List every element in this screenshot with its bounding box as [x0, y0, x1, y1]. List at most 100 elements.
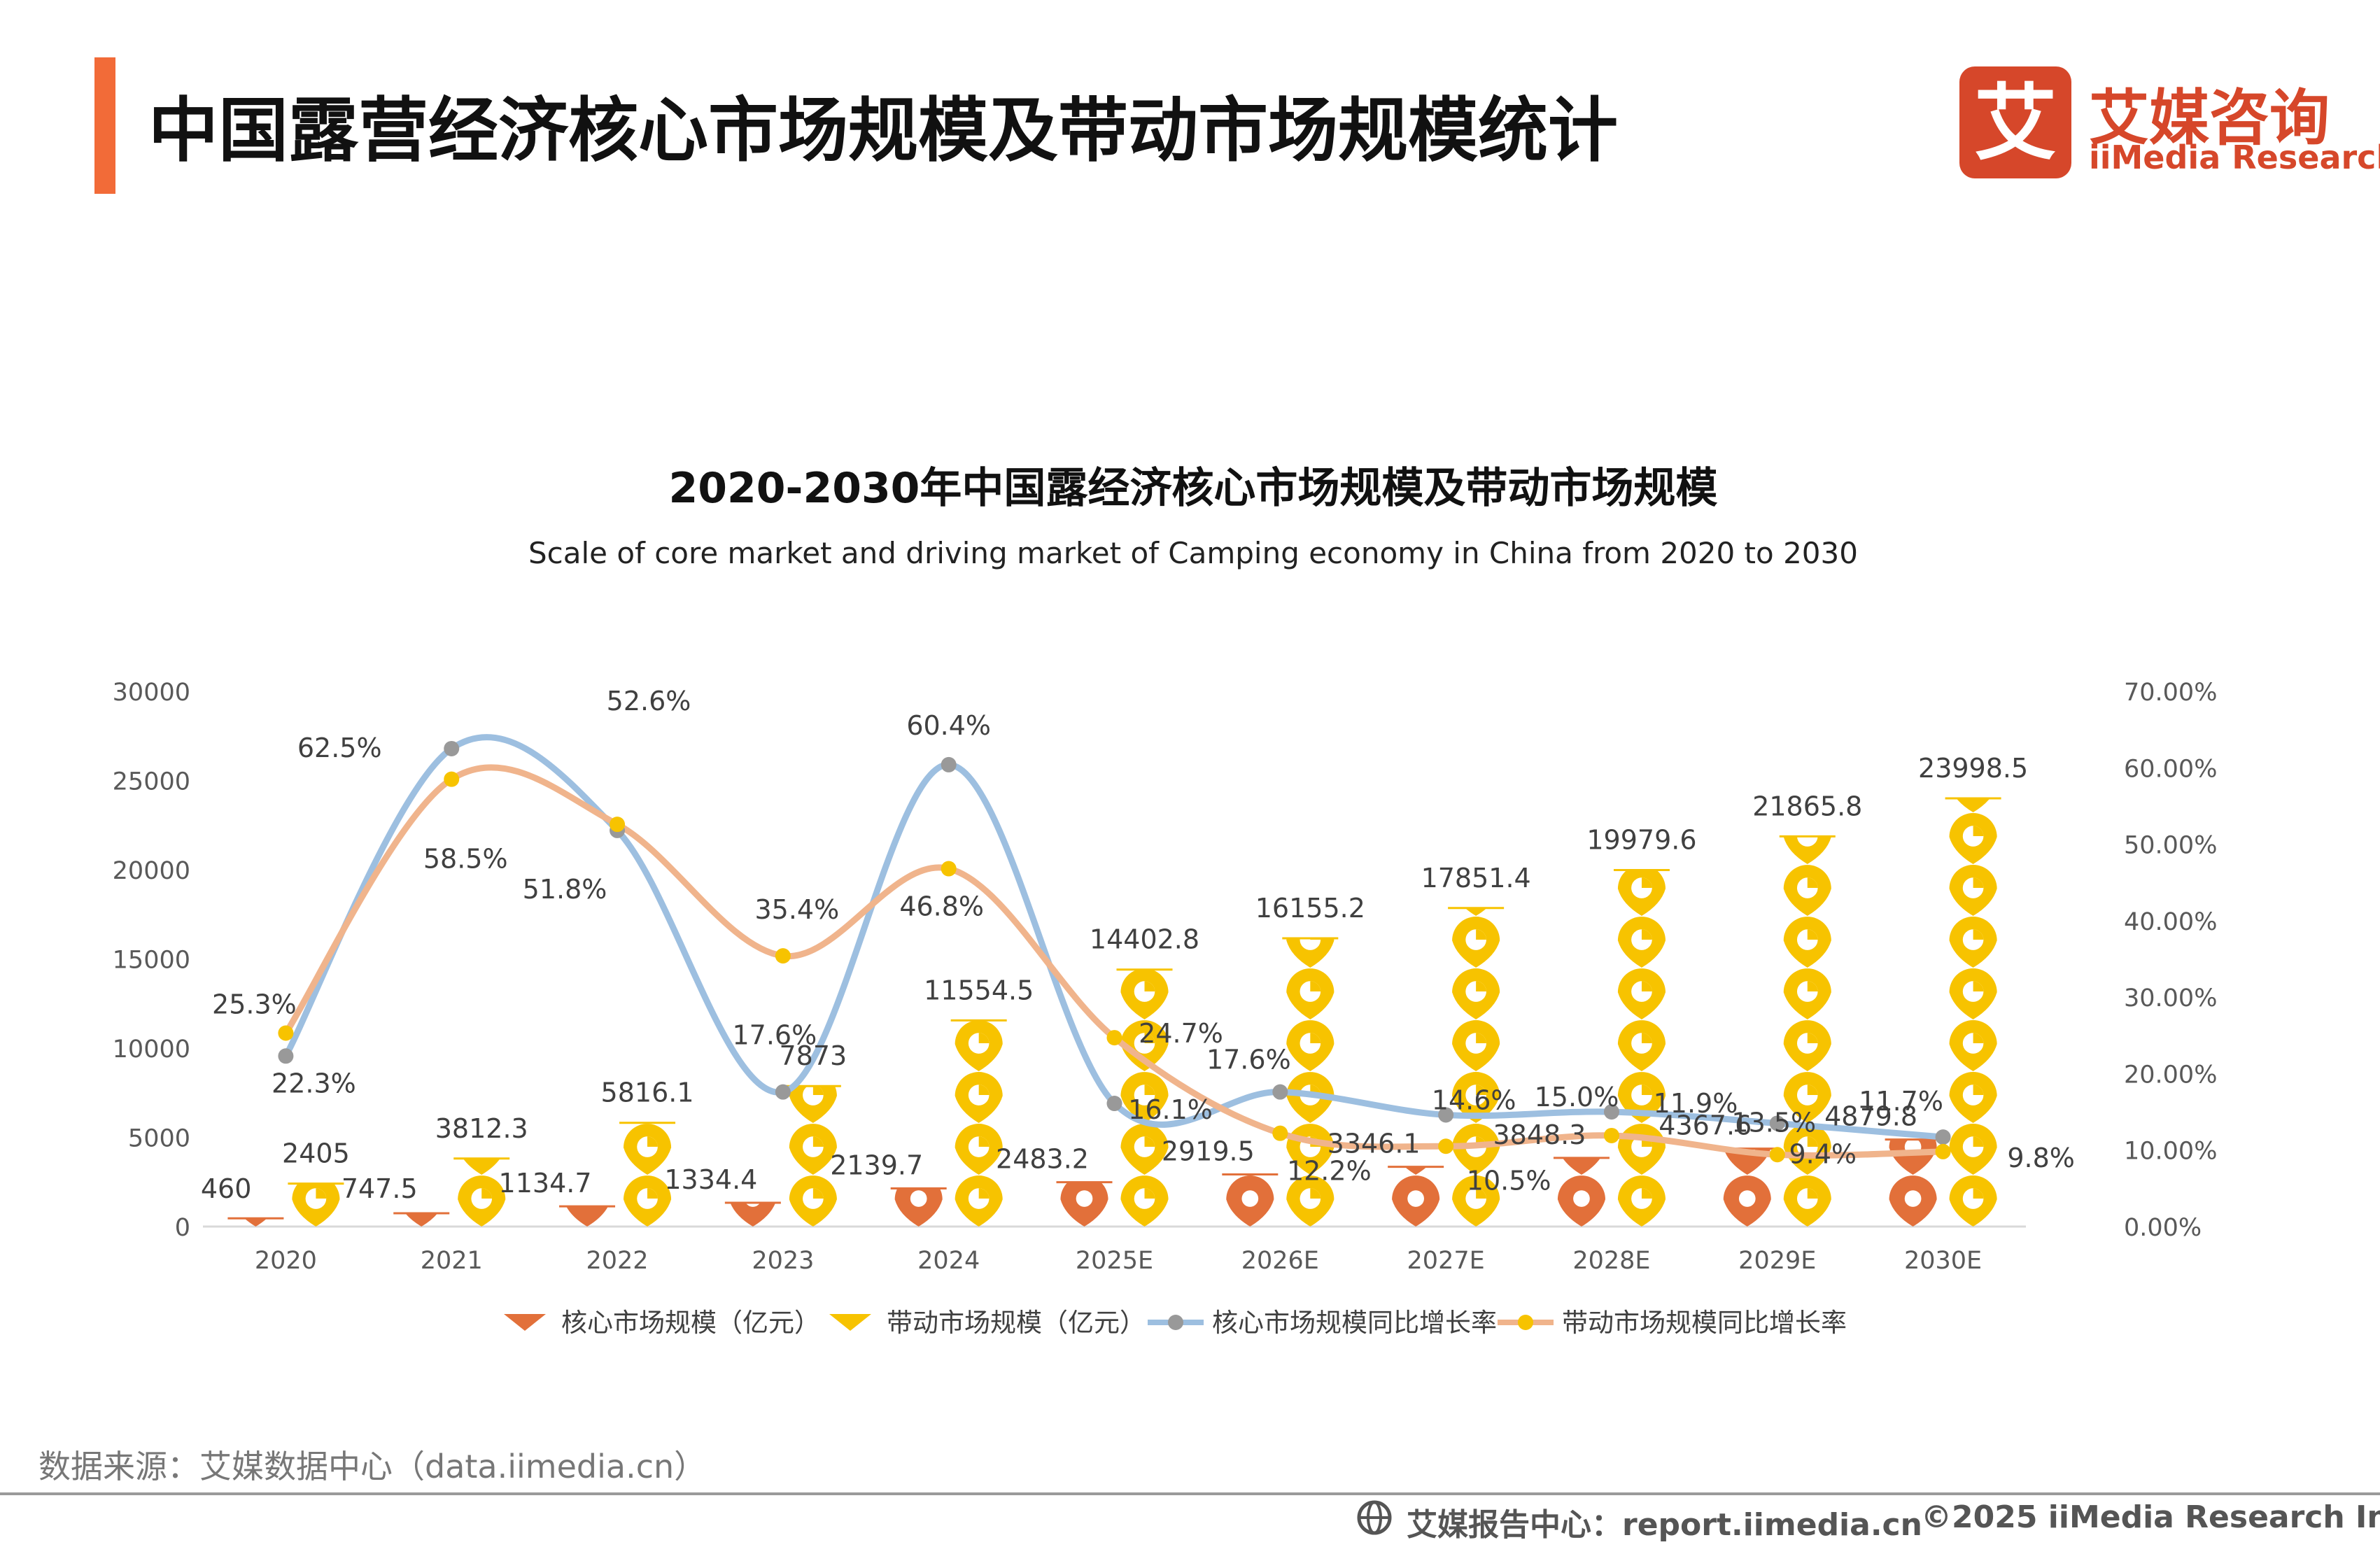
driving-bar-icon-wedge [1973, 1085, 1984, 1096]
driving-bar-icon-wedge [1807, 1188, 1818, 1199]
core-rate-label: 16.1% [1128, 1094, 1213, 1125]
driving-rate-point [1935, 1143, 1951, 1159]
driving-bar-icon-wedge [1476, 826, 1486, 836]
core-bar-icon-dot [1076, 1190, 1093, 1207]
driving-bar [1779, 774, 1836, 1227]
driving-bar-icon-wedge [1808, 826, 1818, 836]
footer-report-link[interactable]: 艾媒报告中心：report.iimedia.cn [1407, 1507, 1922, 1543]
driving-bar-icon-wedge [1641, 1085, 1652, 1096]
x-tick-label: 2028E [1572, 1247, 1650, 1275]
driving-rate-point [278, 1025, 294, 1041]
driving-rate-label: 24.7% [1139, 1018, 1223, 1049]
core-bar-value-label: 4879.8 [1824, 1101, 1917, 1132]
title-accent-bar [94, 57, 115, 194]
driving-rate-label: 10.5% [1467, 1165, 1551, 1196]
legend-core-bar-label: 核心市场规模（亿元） [561, 1308, 820, 1338]
driving-bar-value-label: 7873 [780, 1040, 847, 1071]
core-bar-icon-dot [1241, 1190, 1259, 1207]
driving-bar-icon-wedge [1144, 981, 1155, 992]
core-rate-point [1769, 1115, 1785, 1131]
driving-bar-icon [1465, 907, 1487, 916]
driving-bar-icon-dot [1300, 938, 1321, 950]
core-bar-icon [730, 1202, 776, 1227]
driving-bar-value-label: 19979.6 [1586, 825, 1696, 856]
core-rate-point [941, 756, 957, 772]
driving-bar-value-label: 2405 [282, 1138, 350, 1169]
core-bar [1553, 1157, 1610, 1227]
driving-bar-icon-wedge [1807, 1085, 1818, 1096]
core-bar-value-label: 3848.3 [1493, 1119, 1586, 1150]
y-left-tick-label: 0 [175, 1214, 190, 1242]
driving-bar-icon-wedge [1476, 1085, 1486, 1096]
driving-rate-label: 11.9% [1654, 1088, 1738, 1119]
driving-bar-value-label: 16155.2 [1255, 893, 1365, 924]
driving-bar [784, 1085, 841, 1227]
driving-rate-point [1438, 1138, 1454, 1154]
driving-bar-icon-wedge [1144, 1085, 1155, 1096]
core-bar-icon-dot [1573, 1190, 1590, 1207]
driving-bar-icon-wedge [1476, 981, 1486, 992]
driving-bar-icon-wedge [1807, 1136, 1818, 1147]
core-rate-point [1106, 1096, 1122, 1112]
core-rate-point [1272, 1084, 1288, 1100]
driving-bar-icon-wedge [1641, 877, 1652, 889]
driving-bar-icon-wedge [1144, 1033, 1155, 1044]
driving-rate-label: 35.4% [755, 894, 840, 925]
core-bar-value-label: 2483.2 [996, 1144, 1089, 1175]
core-bar-icon-dot [1407, 1087, 1424, 1103]
driving-bar-icon-wedge [1808, 774, 1818, 784]
driving-bar-icon-wedge [1476, 1188, 1486, 1199]
core-bar-value-label: 3346.1 [1328, 1129, 1421, 1159]
driving-rate-line [283, 764, 1943, 1159]
driving-bar-icon-dot [1796, 836, 1818, 847]
y-left-tick-label: 25000 [113, 768, 190, 796]
driving-rate-label: 52.6% [607, 686, 691, 716]
driving-bar-icon-wedge [1973, 722, 1984, 733]
driving-bar-icon-wedge [1476, 1033, 1486, 1044]
chart-subtitle: Scale of core market and driving market … [528, 536, 1858, 570]
driving-bar-icon-dot [637, 1033, 658, 1054]
driving-bar-icon-wedge [1973, 877, 1984, 889]
core-rate-point [278, 1048, 294, 1064]
driving-bar-icon-wedge [1973, 929, 1984, 940]
core-bar-value-label: 2139.7 [830, 1150, 923, 1180]
driving-bar-icon-wedge [1310, 1033, 1321, 1044]
driving-bar-icon [624, 1020, 671, 1071]
core-bar-icon [1404, 1166, 1427, 1175]
core-rate-point [444, 740, 460, 756]
core-bar-icon-dot [1904, 1190, 1922, 1207]
driving-rate-point [775, 948, 791, 964]
driving-bar-icon-wedge [978, 1033, 990, 1044]
driving-bar-icon-wedge [481, 1085, 492, 1095]
x-tick-label: 2022 [586, 1247, 649, 1275]
driving-bar-value-label: 21865.8 [1752, 791, 1862, 821]
core-rate-point [775, 1084, 791, 1100]
y-right-tick-label: 20.00% [2124, 1061, 2217, 1089]
driving-bar-icon [1783, 836, 1831, 864]
core-bar-icon-dot [248, 1138, 265, 1155]
core-bar-icon [563, 1124, 611, 1175]
core-bar [1388, 1087, 1444, 1227]
x-tick-label: 2020 [255, 1247, 317, 1275]
y-left-tick-label: 20000 [113, 857, 190, 885]
brand-name-en: iiMedia Research [2089, 139, 2380, 176]
x-tick-label: 2023 [752, 1247, 814, 1275]
driving-rate-point [1603, 1127, 1619, 1143]
driving-bar-value-label: 5816.1 [601, 1078, 694, 1108]
driving-bar [619, 1020, 676, 1227]
driving-bar-icon-wedge [1310, 981, 1321, 992]
driving-bar-icon-wedge [647, 1136, 658, 1147]
legend-core-rate-marker [1168, 1315, 1183, 1330]
core-bar-value-label: 1134.7 [499, 1168, 592, 1199]
x-tick-label: 2030E [1904, 1247, 1982, 1275]
core-bar-icon [1562, 1157, 1600, 1175]
core-bar [724, 1201, 781, 1227]
driving-bar-icon-wedge [812, 1086, 824, 1096]
core-rate-label: 51.8% [523, 874, 607, 905]
core-bar-icon-dot [579, 1138, 596, 1155]
legend-driving-rate-marker [1518, 1315, 1533, 1330]
driving-bar-icon [463, 1158, 500, 1175]
driving-bar-value-label: 14402.8 [1090, 924, 1199, 955]
driving-bar-icon-wedge [1310, 877, 1321, 888]
driving-bar-icon-wedge [1144, 1188, 1155, 1199]
